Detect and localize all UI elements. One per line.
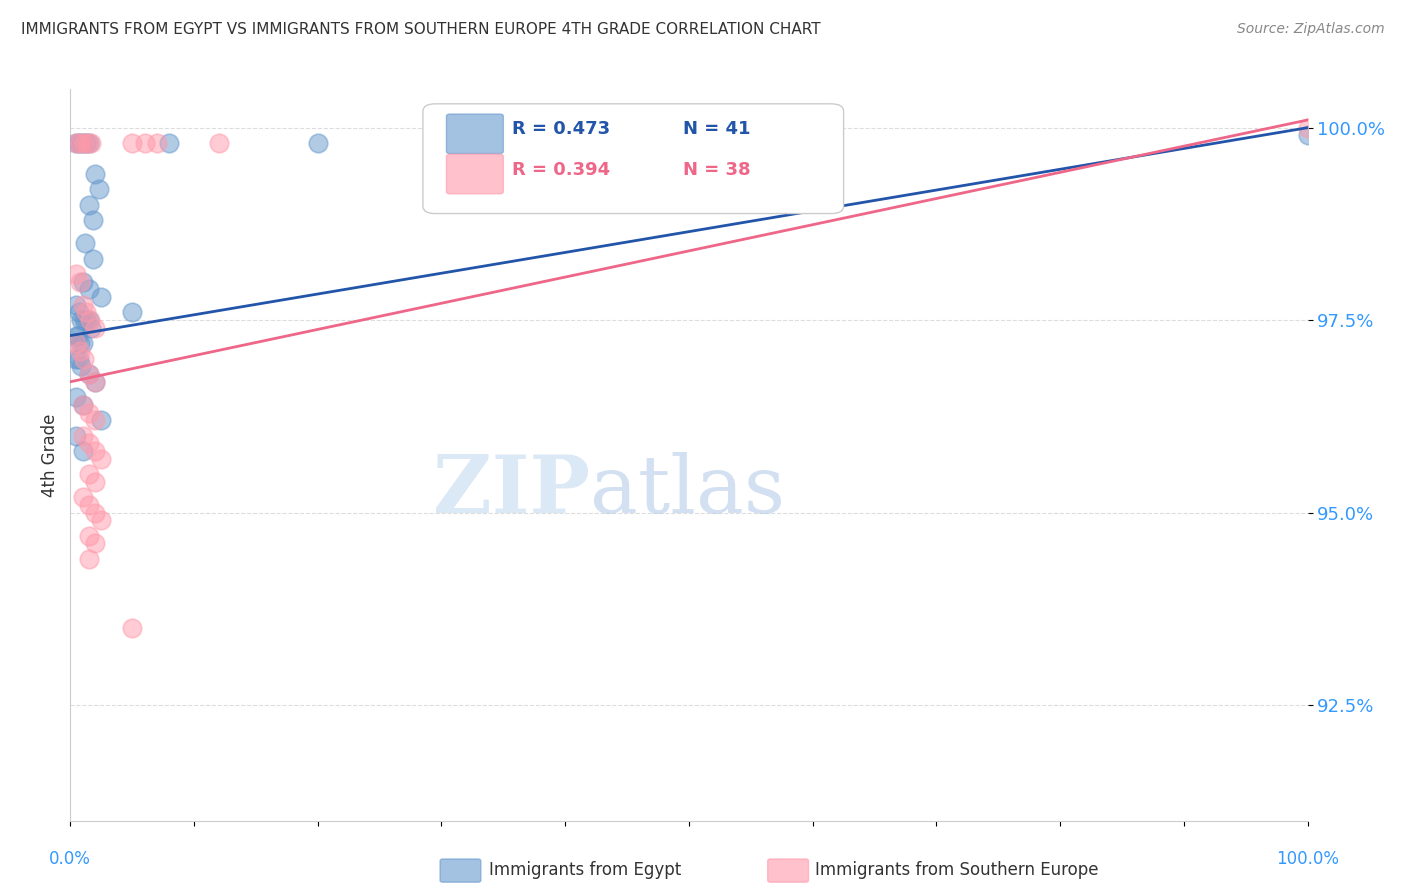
Text: 100.0%: 100.0% [1277,850,1339,868]
Point [75,236,97,251]
Point [69,136,91,150]
Point [84,413,107,427]
Point [121,305,143,319]
Point [65,136,87,150]
Point [77,367,100,381]
Point [307,136,329,150]
Point [90,513,112,527]
Point [72,490,94,504]
Point [84,167,107,181]
Text: R = 0.473: R = 0.473 [512,120,610,138]
Point [70,136,93,150]
Point [77,529,100,543]
Point [69,343,91,358]
Point [121,621,143,635]
Point [90,290,112,304]
Point [65,267,87,281]
Point [65,336,87,351]
Point [77,282,100,296]
Point [77,498,100,512]
Point [77,467,100,482]
Point [75,136,97,150]
Point [65,351,87,366]
Point [67,136,90,150]
Point [740,136,762,150]
Point [82,252,104,266]
Point [72,336,94,351]
Point [134,136,156,150]
Point [67,305,90,319]
Point [77,406,100,420]
Point [70,313,93,327]
Point [75,305,97,319]
Text: Immigrants from Egypt: Immigrants from Egypt [489,861,682,879]
Point [77,197,100,211]
Text: IMMIGRANTS FROM EGYPT VS IMMIGRANTS FROM SOUTHERN EUROPE 4TH GRADE CORRELATION C: IMMIGRANTS FROM EGYPT VS IMMIGRANTS FROM… [21,22,821,37]
Point [72,298,94,312]
Point [84,444,107,458]
Point [73,313,96,327]
FancyBboxPatch shape [447,154,503,194]
Point [82,213,104,227]
Point [66,328,89,343]
Point [80,321,103,335]
Point [77,136,100,150]
Point [1296,120,1319,135]
Point [84,375,107,389]
Text: atlas: atlas [591,452,785,531]
Point [69,275,91,289]
Point [84,375,107,389]
Point [90,413,112,427]
Point [73,136,96,150]
Point [65,136,87,150]
Point [77,313,100,327]
Text: Immigrants from Southern Europe: Immigrants from Southern Europe [815,861,1099,879]
Point [72,398,94,412]
Point [84,475,107,489]
Y-axis label: 4th Grade: 4th Grade [41,413,59,497]
Point [65,298,87,312]
Point [72,398,94,412]
Point [67,351,90,366]
Text: 0.0%: 0.0% [49,850,91,868]
Text: Source: ZipAtlas.com: Source: ZipAtlas.com [1237,22,1385,37]
Point [84,506,107,520]
Point [77,436,100,450]
FancyBboxPatch shape [423,103,844,213]
Point [146,136,169,150]
Point [72,444,94,458]
Point [76,136,98,150]
Point [208,136,231,150]
Point [84,321,107,335]
Point [157,136,180,150]
Text: N = 38: N = 38 [683,161,751,179]
Text: N = 41: N = 41 [683,120,751,138]
FancyBboxPatch shape [447,114,503,153]
Point [70,359,93,374]
Point [75,313,97,327]
Point [65,390,87,404]
Text: R = 0.394: R = 0.394 [512,161,610,179]
Point [73,136,96,150]
Point [84,536,107,550]
Point [73,351,96,366]
Point [65,328,87,343]
Point [72,275,94,289]
Point [65,428,87,442]
Text: ZIP: ZIP [433,452,591,531]
Point [77,552,100,566]
Point [1296,128,1319,143]
Point [77,367,100,381]
Point [121,136,143,150]
Point [72,428,94,442]
Point [79,313,101,327]
Point [69,336,91,351]
Point [80,136,103,150]
Point [87,182,110,196]
Point [90,451,112,466]
